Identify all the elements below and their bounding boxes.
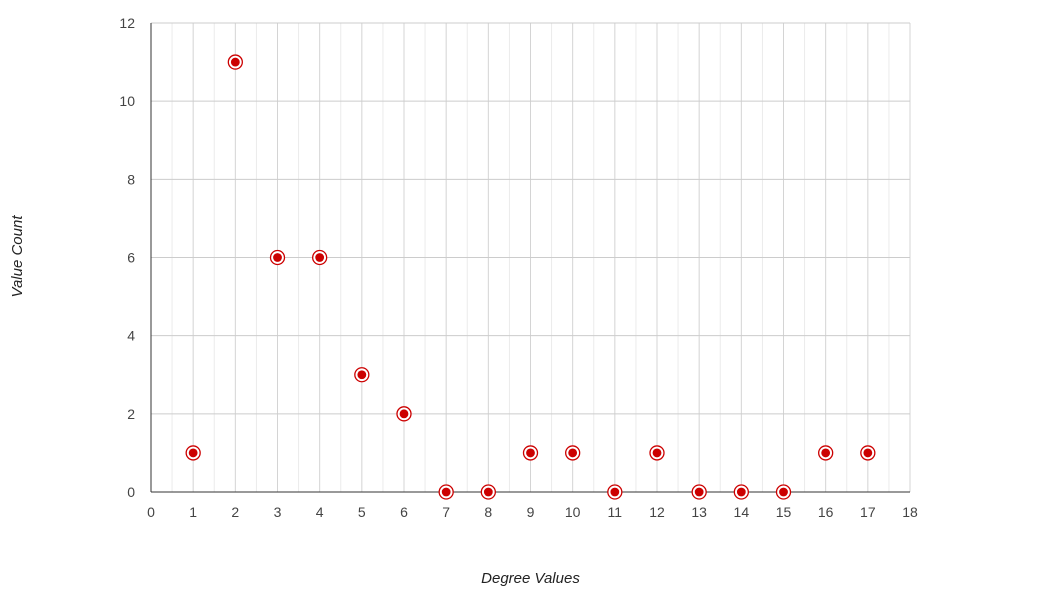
data-point xyxy=(480,484,496,500)
data-point-dot xyxy=(610,487,620,497)
data-point-dot xyxy=(230,57,240,67)
y-tick-label: 6 xyxy=(127,250,135,266)
x-tick-label: 8 xyxy=(484,504,492,520)
data-point-dot xyxy=(863,448,873,458)
data-point-dot xyxy=(779,487,788,497)
data-point-dot xyxy=(568,448,578,458)
x-tick-label: 16 xyxy=(818,504,834,520)
x-tick-labels: 0 1 2 3 4 5 6 7 8 9 10 11 12 13 14 15 16 17 18 xyxy=(147,504,918,520)
y-tick-label: 12 xyxy=(119,15,135,31)
x-tick-label: 3 xyxy=(274,504,282,520)
y-tick-label: 4 xyxy=(127,328,135,344)
x-axis-title: Degree Values xyxy=(481,570,580,587)
data-point xyxy=(860,445,876,461)
data-point xyxy=(312,249,328,266)
data-point-dot xyxy=(526,448,535,458)
data-point xyxy=(227,54,243,70)
data-point-dot xyxy=(483,487,493,497)
data-point xyxy=(818,445,834,461)
data-point xyxy=(733,484,749,500)
data-point xyxy=(649,445,665,461)
x-tick-label: 17 xyxy=(860,504,876,520)
data-point-dot xyxy=(399,409,409,419)
x-tick-label: 14 xyxy=(734,504,750,520)
x-tick-label: 9 xyxy=(527,504,535,520)
x-tick-label: 4 xyxy=(316,504,324,520)
y-tick-label: 10 xyxy=(119,93,135,109)
data-points xyxy=(185,54,876,500)
x-tick-label: 7 xyxy=(442,504,450,520)
data-point xyxy=(269,249,286,266)
x-tick-label: 18 xyxy=(902,504,918,520)
x-tick-label: 6 xyxy=(400,504,408,520)
y-tick-label: 8 xyxy=(127,171,135,187)
data-point xyxy=(775,484,792,500)
data-point xyxy=(691,484,707,500)
data-point xyxy=(522,445,539,461)
data-point-dot xyxy=(441,487,451,497)
y-tick-labels: 0 2 4 6 8 10 12 xyxy=(119,15,135,500)
y-tick-label: 0 xyxy=(127,484,135,500)
data-point-dot xyxy=(357,370,367,380)
data-point xyxy=(607,484,623,500)
data-point-dot xyxy=(694,487,704,497)
data-point xyxy=(354,367,370,383)
x-tick-label: 15 xyxy=(776,504,792,520)
data-point xyxy=(185,445,201,461)
data-point-dot xyxy=(736,487,746,497)
x-tick-label: 10 xyxy=(565,504,581,520)
data-point xyxy=(438,484,454,500)
data-point xyxy=(565,445,581,461)
x-tick-label: 13 xyxy=(691,504,707,520)
data-point xyxy=(396,406,412,422)
x-tick-label: 0 xyxy=(147,504,155,520)
data-point-dot xyxy=(821,448,831,458)
x-tick-label: 11 xyxy=(608,504,623,520)
major-gridlines xyxy=(150,22,911,493)
data-point-dot xyxy=(652,448,662,458)
x-tick-label: 5 xyxy=(358,504,366,520)
data-point-dot xyxy=(315,253,325,262)
y-axis-title: Value Count xyxy=(9,215,26,298)
x-tick-label: 1 xyxy=(189,504,197,520)
x-tick-label: 2 xyxy=(231,504,239,520)
data-point-dot xyxy=(188,448,198,458)
y-tick-label: 2 xyxy=(127,406,135,422)
data-point-dot xyxy=(273,253,282,262)
x-tick-label: 12 xyxy=(649,504,665,520)
